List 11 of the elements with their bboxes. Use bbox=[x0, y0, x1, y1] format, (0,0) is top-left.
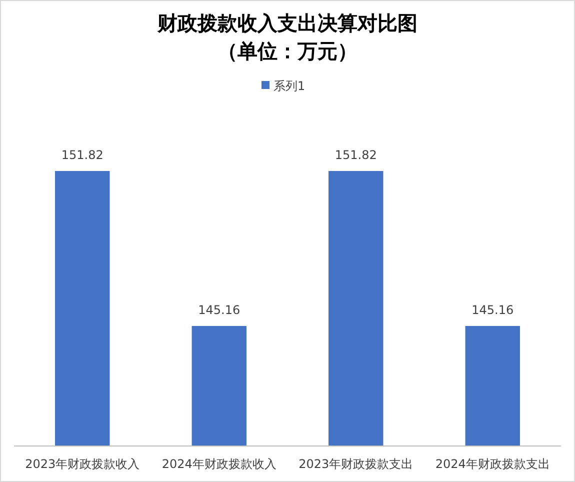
data-label: 151.82 bbox=[334, 148, 377, 162]
x-tick-label: 2024年财政拨款支出 bbox=[435, 457, 550, 471]
x-tick-label: 2024年财政拨款收入 bbox=[162, 457, 276, 471]
data-label: 151.82 bbox=[61, 148, 104, 162]
data-label: 145.16 bbox=[198, 302, 240, 317]
chart-subtitle: （单位：万元） bbox=[218, 39, 358, 63]
x-tick-label: 2023年财政拨款收入 bbox=[25, 457, 140, 471]
data-label: 145.16 bbox=[472, 302, 514, 317]
x-tick-label: 2023年财政拨款支出 bbox=[298, 457, 414, 471]
legend-label: 系列1 bbox=[274, 79, 306, 93]
chart-title: 财政拨款收入支出决算对比图 bbox=[156, 11, 418, 35]
